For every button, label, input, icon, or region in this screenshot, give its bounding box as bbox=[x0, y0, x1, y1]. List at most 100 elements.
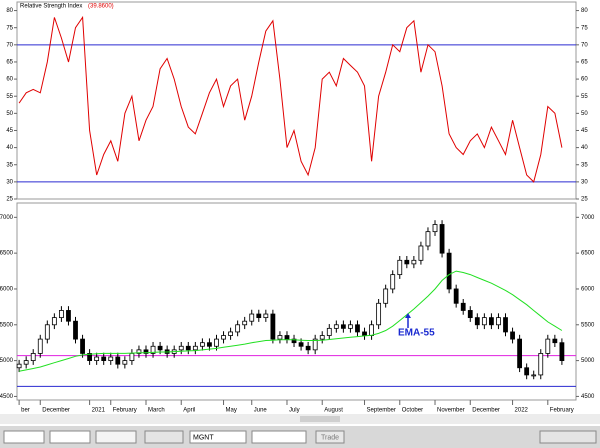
candle-body bbox=[474, 317, 480, 326]
x-tick-label: September bbox=[367, 408, 396, 414]
y-tick-label: 7000 bbox=[581, 215, 595, 221]
x-tick-label: March bbox=[148, 408, 165, 414]
candle-body bbox=[397, 259, 403, 276]
y-tick-label: 5500 bbox=[0, 322, 14, 328]
candle-body bbox=[326, 327, 332, 336]
y-tick-label: 7000 bbox=[0, 215, 14, 221]
candle-body bbox=[496, 317, 501, 326]
y-tick-label: 70 bbox=[6, 42, 13, 48]
trade-label: Trade bbox=[321, 434, 339, 441]
rsi-value: (39.8600) bbox=[88, 4, 114, 10]
candle-body bbox=[59, 310, 64, 319]
candle-body bbox=[453, 288, 459, 304]
tool-icons[interactable] bbox=[144, 430, 184, 444]
y-tick-label: 4500 bbox=[581, 394, 595, 400]
y-tick-label: 75 bbox=[6, 25, 13, 31]
candle-body bbox=[489, 317, 494, 326]
candle-body bbox=[157, 345, 163, 351]
trade-button[interactable] bbox=[315, 430, 345, 444]
y-tick-label: 6000 bbox=[581, 287, 595, 293]
candle-body bbox=[411, 259, 417, 265]
nav-buttons[interactable] bbox=[539, 430, 597, 444]
x-tick-label: February bbox=[550, 408, 574, 414]
series-line bbox=[18, 15, 563, 183]
candle-body bbox=[552, 338, 558, 344]
x-tick-label: December bbox=[472, 408, 500, 414]
candle-body bbox=[242, 320, 248, 326]
candle-body bbox=[432, 224, 438, 233]
price-panel bbox=[16, 202, 577, 401]
y-tick-label: 60 bbox=[6, 77, 13, 83]
annotation-arrowhead bbox=[405, 313, 411, 318]
candle-body bbox=[305, 345, 311, 351]
candle-body bbox=[362, 331, 367, 336]
candle-body bbox=[355, 324, 360, 333]
y-tick-label: 40 bbox=[6, 145, 13, 151]
y-tick-label: 45 bbox=[6, 128, 13, 134]
candle-body bbox=[376, 302, 382, 326]
rsi-title: Relative Strength Index bbox=[20, 4, 82, 10]
y-tick-label: 6500 bbox=[0, 251, 14, 257]
annotation: EMA-55 bbox=[398, 328, 435, 339]
series-line bbox=[19, 270, 563, 372]
y-tick-label: 40 bbox=[581, 145, 588, 151]
candle-body bbox=[185, 345, 191, 351]
dropdown[interactable] bbox=[3, 430, 45, 444]
candle-body bbox=[228, 331, 233, 336]
x-tick-label: October bbox=[402, 408, 423, 414]
candle-body bbox=[122, 360, 128, 365]
x-tick-label: December bbox=[42, 408, 70, 414]
candle-body bbox=[439, 224, 445, 254]
candle-body bbox=[192, 345, 198, 351]
y-tick-label: 55 bbox=[581, 94, 588, 100]
y-tick-label: 80 bbox=[6, 8, 13, 14]
y-tick-label: 35 bbox=[581, 162, 588, 168]
y-tick-label: 75 bbox=[581, 25, 588, 31]
candle-body bbox=[545, 338, 551, 354]
candle-body bbox=[249, 313, 255, 322]
y-tick-label: 55 bbox=[6, 94, 13, 100]
candle-body bbox=[66, 310, 71, 322]
candle-body bbox=[256, 313, 262, 319]
x-tick-label: July bbox=[289, 408, 300, 414]
candle-body bbox=[425, 231, 431, 247]
candle-body bbox=[340, 324, 346, 329]
candle-body bbox=[524, 367, 530, 376]
candle-body bbox=[348, 324, 353, 329]
candle-body bbox=[199, 342, 205, 347]
candle-body bbox=[129, 353, 135, 362]
y-tick-label: 30 bbox=[581, 179, 588, 185]
candle-body bbox=[517, 338, 523, 369]
candle-body bbox=[94, 356, 100, 362]
color-palette[interactable] bbox=[95, 430, 137, 444]
candle-body bbox=[150, 345, 156, 354]
dropdown[interactable] bbox=[251, 430, 307, 444]
y-tick-label: 30 bbox=[6, 179, 13, 185]
y-tick-label: 65 bbox=[6, 60, 13, 66]
scroll-thumb[interactable] bbox=[300, 416, 340, 422]
candle-body bbox=[136, 349, 142, 354]
x-tick-label: November bbox=[437, 408, 465, 414]
candle-body bbox=[319, 335, 325, 340]
y-tick-label: 45 bbox=[581, 128, 588, 134]
candle-body bbox=[404, 259, 410, 265]
y-tick-label: 25 bbox=[581, 197, 588, 203]
x-tick-label: May bbox=[226, 408, 237, 414]
candle-body bbox=[30, 353, 36, 362]
candle-body bbox=[446, 252, 452, 290]
candle-body bbox=[559, 342, 565, 362]
candle-body bbox=[467, 310, 473, 319]
y-tick-label: 70 bbox=[581, 42, 588, 48]
x-tick-label: April bbox=[183, 408, 195, 414]
y-tick-label: 5500 bbox=[581, 322, 595, 328]
y-tick-label: 25 bbox=[6, 197, 13, 203]
candle-body bbox=[383, 288, 389, 304]
candle-body bbox=[16, 363, 22, 369]
candle-body bbox=[291, 338, 297, 344]
x-tick-label: February bbox=[113, 408, 137, 414]
candle-body bbox=[460, 302, 466, 311]
dropdown[interactable] bbox=[49, 430, 91, 444]
candle-body bbox=[531, 374, 537, 377]
toolbar: MGNT Trade bbox=[0, 426, 600, 448]
symbol-field[interactable] bbox=[189, 430, 247, 444]
